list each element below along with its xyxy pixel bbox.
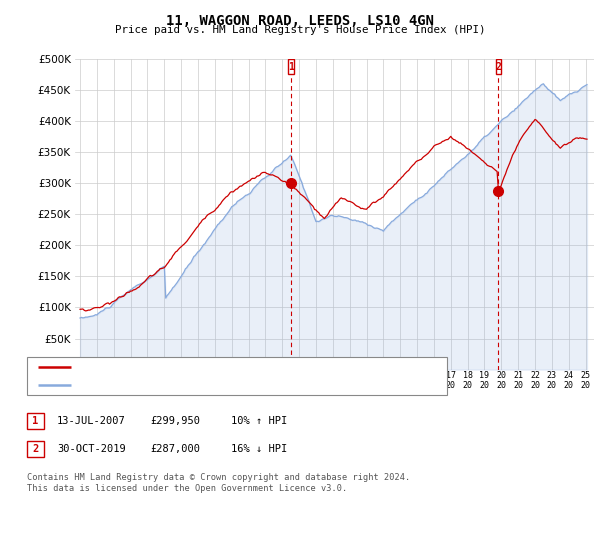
Text: 10% ↑ HPI: 10% ↑ HPI [231, 416, 287, 426]
Text: 11, WAGGON ROAD, LEEDS, LS10 4GN (detached house): 11, WAGGON ROAD, LEEDS, LS10 4GN (detach… [77, 362, 371, 372]
Bar [496, 59, 502, 74]
Text: £299,950: £299,950 [150, 416, 200, 426]
Text: Contains HM Land Registry data © Crown copyright and database right 2024.
This d: Contains HM Land Registry data © Crown c… [27, 473, 410, 493]
Text: £287,000: £287,000 [150, 444, 200, 454]
Text: 2: 2 [496, 62, 502, 72]
Text: 1: 1 [289, 62, 294, 72]
Text: Price paid vs. HM Land Registry's House Price Index (HPI): Price paid vs. HM Land Registry's House … [115, 25, 485, 35]
Text: 16% ↓ HPI: 16% ↓ HPI [231, 444, 287, 454]
Bar [289, 59, 295, 74]
Text: 11, WAGGON ROAD, LEEDS, LS10 4GN: 11, WAGGON ROAD, LEEDS, LS10 4GN [166, 14, 434, 28]
Text: 2: 2 [32, 444, 38, 454]
Text: 30-OCT-2019: 30-OCT-2019 [57, 444, 126, 454]
Text: 1: 1 [32, 416, 38, 426]
Text: 13-JUL-2007: 13-JUL-2007 [57, 416, 126, 426]
Text: HPI: Average price, detached house, Leeds: HPI: Average price, detached house, Leed… [77, 380, 323, 390]
